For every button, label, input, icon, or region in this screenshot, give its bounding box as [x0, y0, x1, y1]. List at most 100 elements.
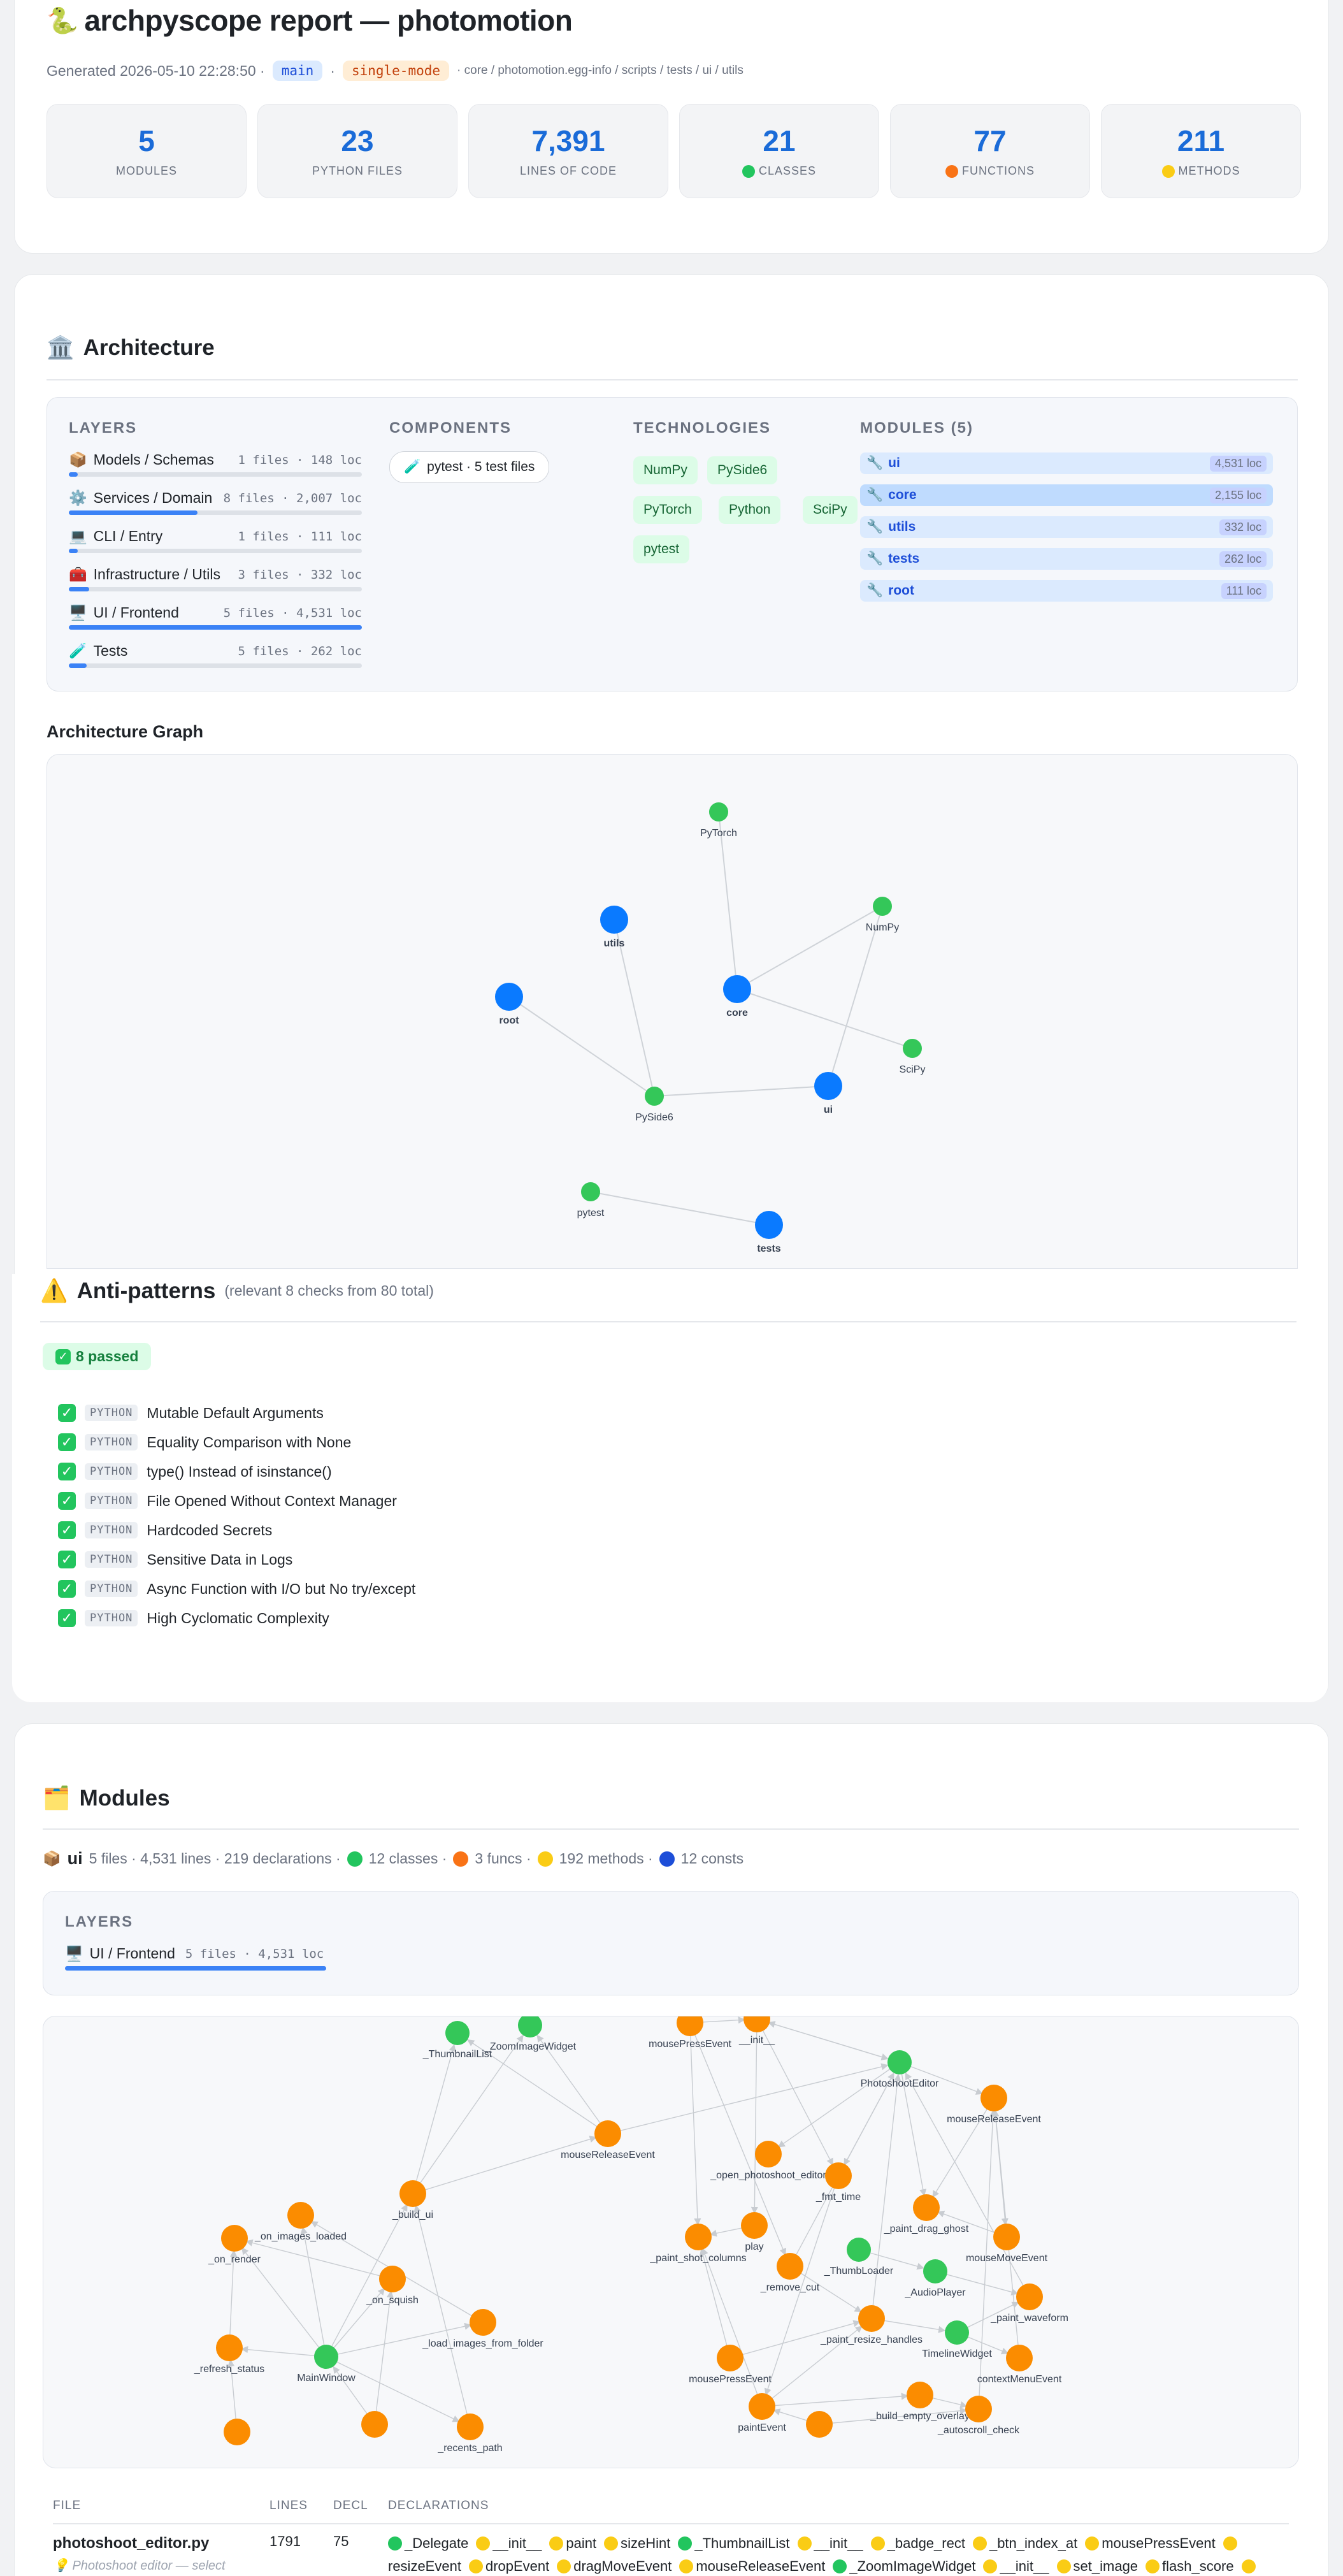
graph-node-fmt[interactable]: _fmt_time	[815, 2162, 861, 2203]
graph-node-editor[interactable]: PhotoshootEditor	[861, 2050, 939, 2089]
graph-node-ope[interactable]: _open_photoshoot_editor	[710, 2141, 826, 2181]
graph-node-mre1[interactable]: mouseReleaseEvent	[947, 2085, 1041, 2125]
component-pytest[interactable]: 🧪 pytest · 5 test files	[389, 451, 550, 483]
graph-node-prh[interactable]: _paint_resize_handles	[820, 2305, 923, 2345]
declaration-item[interactable]: set_image	[1056, 2558, 1142, 2574]
graph-node-pytorch[interactable]: PyTorch	[700, 802, 737, 839]
graph-node-scipy[interactable]: SciPy	[900, 1039, 926, 1075]
layer-bar	[69, 663, 362, 668]
antipatterns-section: ⚠️ Anti-patterns (relevant 8 checks from…	[12, 1274, 1328, 1702]
decl-dot-icon	[388, 2536, 402, 2551]
declaration-item[interactable]: mousePressEvent	[1085, 2535, 1219, 2551]
graph-node-mw[interactable]: MainWindow	[297, 2345, 356, 2384]
node-label: mouseMoveEvent	[966, 2253, 1048, 2264]
methods-count: 192 methods ·	[559, 1850, 653, 1867]
declaration-item[interactable]: __init__	[476, 2535, 545, 2551]
graph-node-pyside6[interactable]: PySide6	[635, 1087, 673, 1123]
graph-node-mme[interactable]: mouseMoveEvent	[966, 2224, 1048, 2264]
stat-modules: 5 MODULES	[47, 104, 247, 198]
graph-node-mpe2[interactable]: mousePressEvent	[689, 2345, 772, 2385]
declaration-item[interactable]: _btn_index_at	[972, 2535, 1081, 2551]
layer-item[interactable]: 🖥️ UI / Frontend 5 files · 4,531 loc	[69, 604, 362, 630]
declaration-name: paint	[566, 2535, 597, 2551]
graph-node-root[interactable]: root	[495, 983, 523, 1026]
layer-ui-frontend[interactable]: 🖥️ UI / Frontend 5 files · 4,531 loc	[65, 1945, 326, 1971]
layer-item[interactable]: 🧪 Tests 5 files · 262 loc	[69, 642, 362, 668]
graph-node-rp[interactable]: _recents_path	[437, 2413, 503, 2454]
graph-node-pe[interactable]: paintEvent	[738, 2393, 786, 2433]
module-item-utils[interactable]: 🔧 utils 332 loc	[860, 516, 1273, 538]
module-ui-summary[interactable]: 📦 ui 5 files · 4,531 lines · 219 declara…	[43, 1849, 743, 1869]
graph-node-pwf[interactable]: _paint_waveform	[990, 2283, 1068, 2324]
graph-node-osq[interactable]: _on_squish	[366, 2266, 419, 2306]
check-name: Async Function with I/O but No try/excep…	[147, 1580, 416, 1597]
declaration-item[interactable]: sizeHint	[604, 2535, 674, 2551]
graph-node-asc[interactable]: _autoscroll_check	[937, 2396, 1020, 2436]
node-label: _ZoomImageWidget	[484, 2041, 577, 2052]
module-ui-graph[interactable]: _ThumbnailList _ZoomImageWidget mousePress…	[43, 2016, 1299, 2468]
check-name: File Opened Without Context Manager	[147, 1492, 397, 1509]
declaration-item[interactable]: _ZoomImageWidget	[833, 2558, 979, 2574]
graph-node-psc[interactable]: _paint_shot_columns	[649, 2224, 747, 2264]
layer-item[interactable]: 🧰 Infrastructure / Utils 3 files · 332 loc	[69, 566, 362, 591]
graph-node-pdg[interactable]: _paint_drag_ghost	[884, 2194, 969, 2234]
legend-dot-icon	[945, 164, 958, 178]
declaration-item[interactable]: _Delegate	[388, 2535, 472, 2551]
layer-item[interactable]: 📦 Models / Schemas 1 files · 148 loc	[69, 451, 362, 477]
layer-meta: 5 files · 4,531 loc	[223, 605, 362, 620]
layer-item[interactable]: ⚙️ Services / Domain 8 files · 2,007 loc	[69, 489, 362, 515]
graph-node-mpe1[interactable]: mousePressEvent	[649, 2016, 731, 2050]
graph-node-rst[interactable]: _refresh_status	[194, 2334, 264, 2375]
graph-node-numpy[interactable]: NumPy	[866, 897, 899, 933]
graph-node-core[interactable]: core	[723, 975, 751, 1018]
module-item-tests[interactable]: 🔧 tests 262 loc	[860, 548, 1273, 570]
graph-node-beo[interactable]: _build_empty_overlay	[870, 2382, 970, 2422]
graph-node-build[interactable]: _build_ui	[392, 2180, 433, 2220]
layer-item[interactable]: 💻 CLI / Entry 1 files · 111 loc	[69, 528, 362, 553]
declaration-item[interactable]: mouseReleaseEvent	[679, 2558, 829, 2574]
declaration-item[interactable]: paint	[549, 2535, 600, 2551]
module-item-root[interactable]: 🔧 root 111 loc	[860, 580, 1273, 602]
graph-node-extra1[interactable]	[224, 2419, 250, 2445]
declaration-item[interactable]: _badge_rect	[870, 2535, 969, 2551]
node-label: _fmt_time	[815, 2192, 861, 2203]
graph-node-pytest[interactable]: pytest	[577, 1182, 605, 1219]
file-name[interactable]: photoshoot_editor.py	[53, 2535, 210, 2552]
graph-node-extra2[interactable]	[361, 2411, 388, 2438]
graph-node-aud[interactable]: _AudioPlayer	[904, 2259, 966, 2298]
declaration-item[interactable]: __init__	[797, 2535, 867, 2551]
graph-node-zoom[interactable]: _ZoomImageWidget	[484, 2016, 577, 2052]
declaration-item[interactable]: resizeEvent	[388, 2558, 465, 2574]
node-label: _load_images_from_folder	[422, 2338, 543, 2349]
page-title-text: archpyscope report — photomotion	[84, 4, 573, 37]
module-loc: 4,531 loc	[1209, 455, 1267, 472]
graph-node-mre2[interactable]: mouseReleaseEvent	[561, 2120, 655, 2160]
graph-node-utils[interactable]: utils	[600, 906, 628, 949]
declaration-item[interactable]: __init__	[983, 2558, 1052, 2574]
declaration-item[interactable]: dropEvent	[468, 2558, 553, 2574]
graph-node-onr[interactable]: _on_render	[208, 2225, 261, 2265]
declaration-item[interactable]: _ThumbnailList	[678, 2535, 793, 2551]
module-item-core[interactable]: 🔧 core 2,155 loc	[860, 484, 1273, 506]
declaration-item[interactable]	[1223, 2535, 1244, 2551]
node-label: _paint_shot_columns	[649, 2253, 746, 2264]
graph-node-tlw[interactable]: TimelineWidget	[922, 2320, 992, 2359]
declaration-item[interactable]: flash_score	[1146, 2558, 1238, 2574]
module-item-ui[interactable]: 🔧 ui 4,531 loc	[860, 452, 1273, 474]
declaration-item[interactable]	[1241, 2558, 1262, 2574]
graph-node-oil[interactable]: _on_images_loaded	[254, 2202, 347, 2242]
graph-node-thumb[interactable]: _ThumbnailList	[422, 2021, 492, 2060]
graph-node-thl[interactable]: _ThumbLoader	[824, 2238, 894, 2276]
graph-node-cme[interactable]: contextMenuEvent	[977, 2345, 1062, 2385]
classes-dot-icon	[347, 1851, 363, 1867]
declaration-item[interactable]: dragMoveEvent	[557, 2558, 675, 2574]
graph-node-tests[interactable]: tests	[755, 1211, 783, 1254]
wrench-icon: 🔧	[866, 583, 884, 598]
graph-node-extra3[interactable]	[806, 2411, 833, 2438]
architecture-graph[interactable]: PyTorch NumPy utils root core SciPy PySi…	[47, 754, 1298, 1269]
graph-node-init[interactable]: __init__	[738, 2016, 775, 2046]
graph-node-lif[interactable]: _load_images_from_folder	[422, 2309, 543, 2349]
graph-node-ui[interactable]: ui	[814, 1072, 842, 1115]
graph-node-play[interactable]: play	[741, 2212, 768, 2252]
graph-node-rmc[interactable]: _remove_cut	[760, 2253, 820, 2293]
